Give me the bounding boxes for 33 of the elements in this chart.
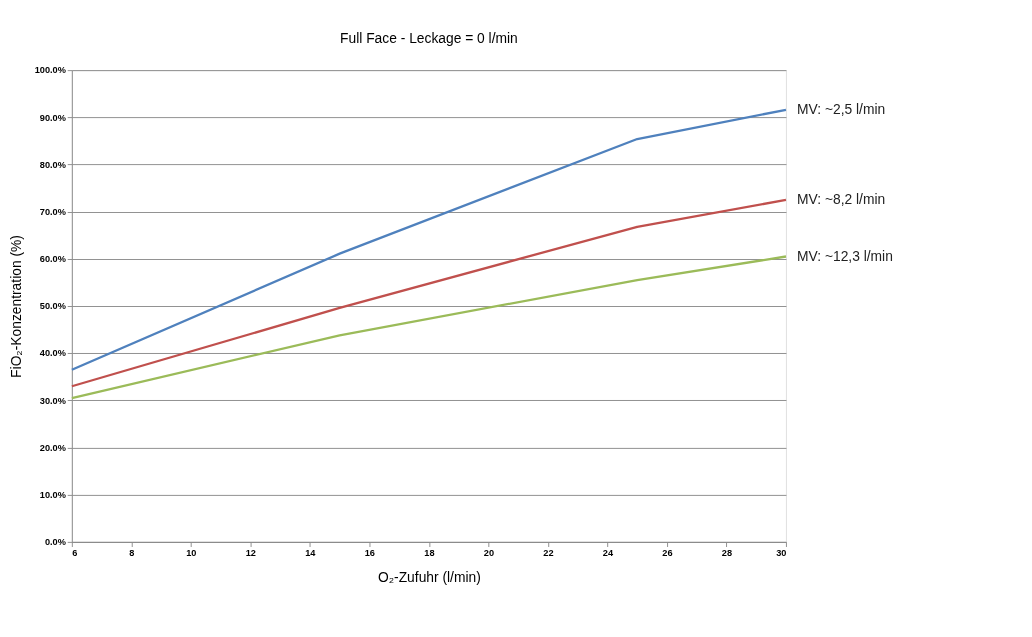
y-tick-label: 90.0% bbox=[39, 112, 66, 123]
series-label: MV: ~8,2 l/min bbox=[797, 191, 886, 208]
x-tick-label: 14 bbox=[305, 548, 317, 559]
x-tick-label: 24 bbox=[602, 548, 614, 559]
x-axis-title: O₂-Zufuhr (l/min) bbox=[377, 569, 481, 586]
y-tick-label: 10.0% bbox=[39, 489, 66, 500]
y-tick-label: 60.0% bbox=[39, 254, 66, 265]
y-tick-label: 20.0% bbox=[39, 442, 66, 453]
line-series bbox=[70, 198, 788, 388]
x-tick-label: 6 bbox=[72, 548, 78, 559]
series-label: MV: ~12,3 l/min bbox=[797, 248, 893, 265]
x-tick-label: 20 bbox=[483, 548, 495, 559]
x-tick-label: 30 bbox=[776, 548, 787, 559]
y-tick-label: 70.0% bbox=[39, 206, 66, 217]
y-tick-label: 50.0% bbox=[39, 301, 66, 312]
x-tick-label: 8 bbox=[129, 548, 135, 559]
line-series bbox=[70, 108, 788, 371]
y-axis-title: FiO₂-Konzentration (%) bbox=[7, 235, 24, 378]
x-tick-label: 10 bbox=[186, 548, 197, 559]
x-tick-label: 16 bbox=[364, 548, 375, 559]
x-tick-label: 26 bbox=[662, 548, 673, 559]
x-tick-label: 22 bbox=[543, 548, 554, 559]
y-tick-label: 80.0% bbox=[39, 159, 66, 170]
chart-title: Full Face - Leckage = 0 l/min bbox=[340, 29, 518, 46]
y-tick-label: 30.0% bbox=[39, 395, 66, 406]
y-tick-label: 40.0% bbox=[39, 348, 66, 359]
x-tick-label: 28 bbox=[721, 548, 733, 559]
series-label: MV: ~2,5 l/min bbox=[797, 101, 886, 118]
x-tick-label: 18 bbox=[424, 548, 435, 559]
x-tick-label: 12 bbox=[245, 548, 256, 559]
y-tick-label: 100.0% bbox=[34, 65, 66, 76]
y-tick-label: 0.0% bbox=[44, 537, 66, 548]
line-series bbox=[70, 255, 788, 400]
